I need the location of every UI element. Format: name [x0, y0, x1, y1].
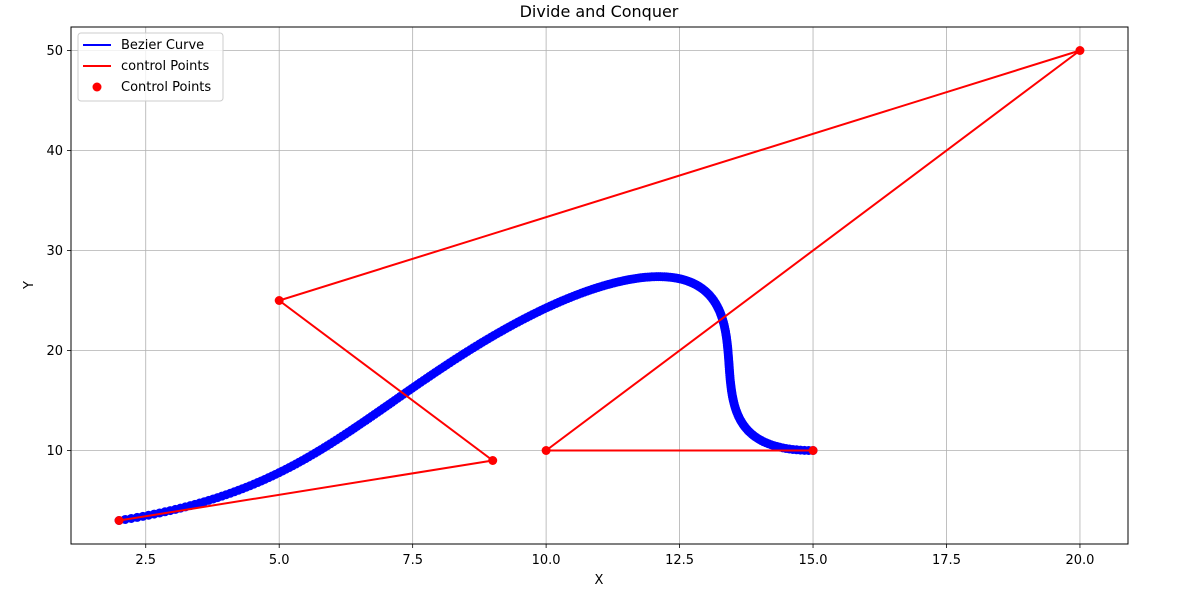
legend-label-control-polyline: control Points: [121, 59, 209, 74]
x-tick-label: 15.0: [799, 553, 828, 568]
grid-layer: [71, 27, 1128, 544]
control-point-marker: [114, 516, 124, 525]
y-tick-label: 20: [46, 344, 63, 359]
legend-label-control-points: Control Points: [121, 80, 211, 95]
y-axis-label: Y: [22, 281, 37, 290]
control-polygon-line: [118, 49, 1081, 522]
x-tick-label: 12.5: [665, 553, 694, 568]
y-tick-label: 40: [46, 144, 63, 159]
control-point-marker: [488, 456, 498, 465]
x-axis-label: X: [595, 573, 604, 588]
control-point-marker: [274, 296, 284, 305]
x-tick-label: 7.5: [402, 553, 423, 568]
control-point-marker: [1075, 46, 1085, 55]
y-tick-label: 50: [46, 44, 63, 59]
y-tick-label: 30: [46, 244, 63, 259]
x-tick-label: 5.0: [269, 553, 290, 568]
x-tick-label: 17.5: [932, 553, 961, 568]
plot-frame: [70, 26, 1129, 545]
control-point-marker: [541, 446, 551, 455]
legend-box: [77, 32, 224, 102]
x-tick-label: 2.5: [135, 553, 156, 568]
tick-layer: 2.5 5.0 7.5 10.0 12.5 15.0 17.5 20.0 10 20 30 40 50: [46, 44, 1094, 568]
legend: Bezier Curve control Points Control Poin…: [77, 32, 224, 102]
control-point-marker: [808, 446, 818, 455]
y-tick-label: 10: [46, 444, 63, 459]
data-layer: [114, 46, 1085, 525]
x-tick-label: 20.0: [1065, 553, 1094, 568]
legend-swatch-control-points: [92, 82, 102, 92]
legend-label-bezier-curve: Bezier Curve: [121, 38, 204, 53]
x-tick-label: 10.0: [532, 553, 561, 568]
chart-title: Divide and Conquer: [520, 2, 679, 21]
